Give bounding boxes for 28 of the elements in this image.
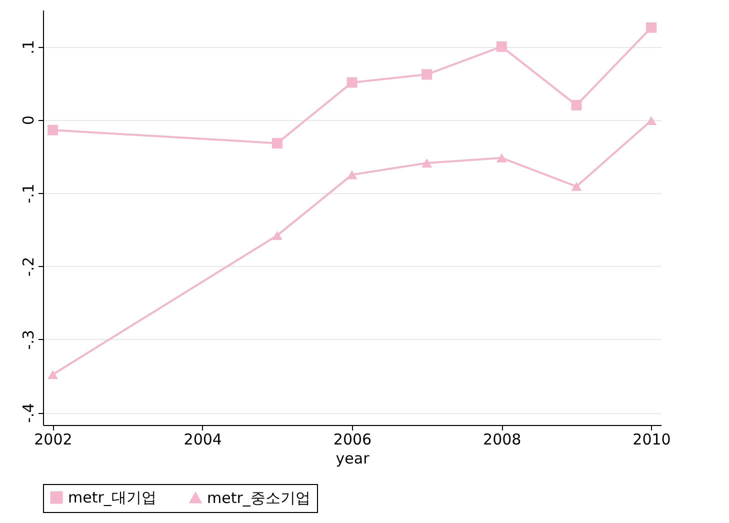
- point: [496, 153, 507, 162]
- x-tick-label: 2006: [333, 430, 372, 448]
- point: [422, 69, 432, 80]
- x-tick-label: 2004: [184, 430, 222, 448]
- legend-label: metr_대기업: [68, 488, 156, 507]
- point: [346, 77, 358, 88]
- point: [272, 230, 282, 240]
- y-tick-label: -.2: [20, 256, 38, 277]
- x-tick-label: 2010: [632, 430, 671, 448]
- point: [496, 41, 507, 52]
- point: [346, 170, 358, 180]
- point: [272, 138, 282, 148]
- x-axis-title: year: [336, 450, 370, 468]
- y-tick-label: 0: [20, 116, 38, 126]
- y-tick-label: -.3: [20, 330, 38, 350]
- x-tick-label: 2002: [34, 430, 72, 448]
- y-tick-label: -.4: [20, 403, 38, 423]
- point: [646, 116, 657, 126]
- y-tick-label: .1: [20, 40, 38, 54]
- x-tick-label: 2008: [483, 430, 522, 448]
- point: [571, 100, 582, 110]
- point: [47, 124, 58, 136]
- point: [646, 22, 657, 33]
- y-tick-label: -.1: [20, 184, 38, 204]
- point: [571, 182, 582, 191]
- legend-label: metr_중소기업: [207, 488, 310, 507]
- point: [422, 158, 432, 168]
- point: [47, 370, 58, 380]
